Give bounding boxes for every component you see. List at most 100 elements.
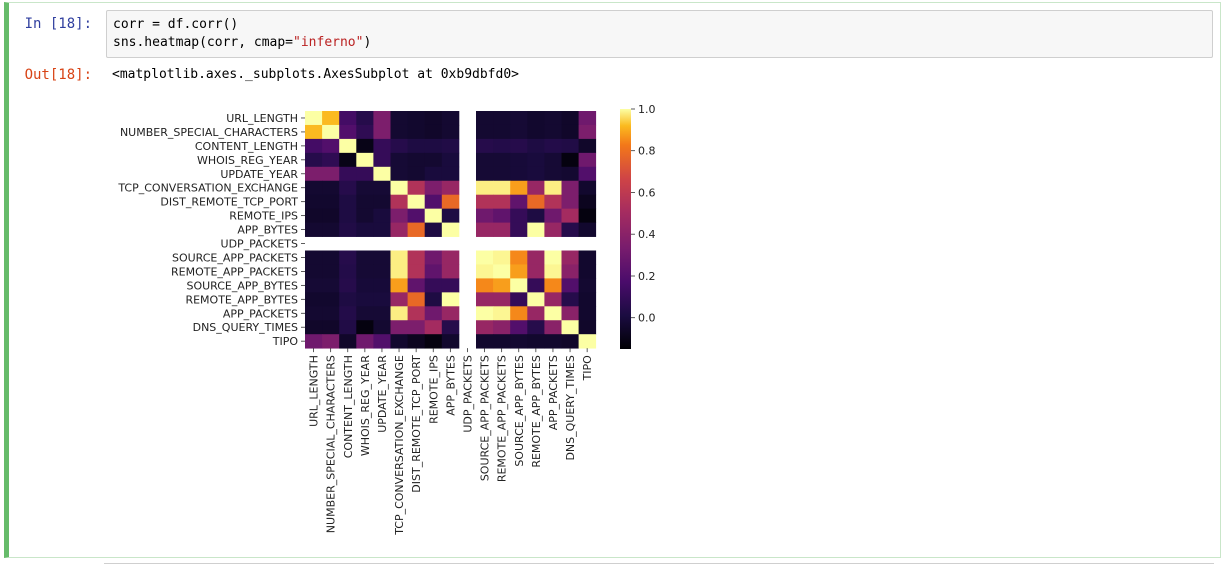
heatmap-cell bbox=[578, 278, 597, 293]
heatmap-cell bbox=[561, 334, 579, 349]
heatmap-cell bbox=[424, 194, 443, 210]
x-tick-label: NUMBER_SPECIAL_CHARACTERS bbox=[325, 355, 338, 533]
heatmap-cell bbox=[339, 292, 357, 307]
heatmap-cell bbox=[339, 111, 357, 126]
heatmap-cell bbox=[544, 111, 562, 126]
colorbar-tick-label: 0.6 bbox=[638, 187, 656, 200]
heatmap-cell bbox=[527, 138, 545, 154]
heatmap-cell bbox=[441, 334, 460, 349]
heatmap-cell bbox=[339, 222, 357, 237]
heatmap-cell bbox=[322, 152, 340, 168]
heatmap-cell bbox=[561, 166, 579, 182]
heatmap-cell bbox=[373, 222, 391, 237]
heatmap-cell bbox=[544, 138, 562, 154]
heatmap-cell bbox=[493, 166, 511, 182]
heatmap-cell bbox=[373, 124, 391, 140]
heatmap-cell bbox=[544, 320, 562, 335]
y-tick-label: TCP_CONVERSATION_EXCHANGE bbox=[117, 182, 298, 195]
x-tick-label: UDP_PACKETS bbox=[461, 355, 474, 432]
heatmap-cell bbox=[493, 124, 511, 140]
heatmap-cell bbox=[441, 194, 460, 210]
heatmap-cell bbox=[322, 334, 340, 349]
x-tick-label: REMOTE_APP_PACKETS bbox=[496, 355, 509, 482]
x-tick-label: REMOTE_APP_BYTES bbox=[530, 355, 543, 468]
y-tick-label: NUMBER_SPECIAL_CHARACTERS bbox=[120, 126, 298, 139]
heatmap-cell bbox=[339, 250, 357, 265]
heatmap-cell bbox=[578, 194, 597, 210]
input-prompt: In [18]: bbox=[24, 16, 92, 32]
heatmap-cell bbox=[476, 194, 494, 210]
heatmap-cell bbox=[510, 334, 528, 349]
heatmap-cell bbox=[476, 334, 494, 349]
heatmap-cell bbox=[493, 222, 511, 237]
heatmap-cell bbox=[476, 320, 494, 335]
heatmap-cell bbox=[578, 111, 597, 126]
heatmap-cell bbox=[322, 306, 340, 321]
heatmap-cell bbox=[424, 124, 443, 140]
heatmap-cell bbox=[390, 320, 408, 335]
heatmap-cell bbox=[527, 222, 545, 237]
heatmap-cell bbox=[305, 152, 323, 168]
heatmap-cell bbox=[373, 278, 391, 293]
heatmap-cell bbox=[544, 194, 562, 210]
heatmap-cell bbox=[510, 208, 528, 223]
heatmap-cell bbox=[390, 334, 408, 349]
heatmap-cell bbox=[544, 250, 562, 265]
y-tick-label: APP_PACKETS bbox=[223, 307, 298, 320]
heatmap-cell bbox=[544, 334, 562, 349]
heatmap-cell bbox=[305, 278, 323, 293]
heatmap-cell bbox=[561, 208, 579, 223]
heatmap-cell bbox=[493, 180, 511, 196]
heatmap-cell bbox=[305, 320, 323, 335]
heatmap-cell bbox=[578, 250, 597, 265]
y-tick-label: APP_BYTES bbox=[237, 224, 298, 237]
heatmap-cell bbox=[322, 208, 340, 223]
heatmap-cell bbox=[544, 152, 562, 168]
heatmap-cell bbox=[407, 250, 426, 265]
heatmap-cell bbox=[356, 208, 374, 223]
heatmap-cell bbox=[305, 208, 323, 223]
heatmap-cell bbox=[527, 208, 545, 223]
heatmap-cell bbox=[339, 138, 357, 154]
heatmap-cell bbox=[510, 250, 528, 265]
x-tick-label: APP_PACKETS bbox=[547, 355, 560, 430]
heatmap-cell bbox=[476, 264, 494, 279]
heatmap-cell bbox=[356, 124, 374, 140]
output-text: <matplotlib.axes._subplots.AxesSubplot a… bbox=[112, 67, 519, 82]
heatmap-cell bbox=[441, 278, 460, 293]
y-tick-label: SOURCE_APP_PACKETS bbox=[172, 252, 298, 265]
heatmap-cell bbox=[322, 278, 340, 293]
heatmap-cell bbox=[373, 334, 391, 349]
code-line-2-pre: sns.heatmap(corr, cmap= bbox=[113, 35, 294, 50]
heatmap-cell bbox=[578, 138, 597, 154]
heatmap-cell bbox=[407, 152, 426, 168]
heatmap-cell bbox=[510, 222, 528, 237]
colorbar-tick-label: 0.2 bbox=[638, 270, 656, 283]
colorbar bbox=[620, 109, 631, 349]
heatmap-cell bbox=[578, 208, 597, 223]
heatmap-cell bbox=[322, 166, 340, 182]
x-tick-label: DNS_QUERY_TIMES bbox=[564, 355, 577, 460]
heatmap-cell bbox=[527, 124, 545, 140]
heatmap-cell bbox=[510, 180, 528, 196]
heatmap-cell bbox=[510, 194, 528, 210]
heatmap-cell bbox=[322, 194, 340, 210]
heatmap-cell bbox=[322, 222, 340, 237]
heatmap-cell bbox=[544, 208, 562, 223]
y-tick-label: SOURCE_APP_BYTES bbox=[186, 279, 298, 292]
code-editor[interactable]: corr = df.corr() sns.heatmap(corr, cmap=… bbox=[106, 10, 1213, 58]
heatmap-cell bbox=[476, 222, 494, 237]
heatmap-cell bbox=[441, 306, 460, 321]
heatmap-cell bbox=[561, 180, 579, 196]
next-cell-border bbox=[104, 563, 1214, 574]
heatmap-cell bbox=[561, 292, 579, 307]
heatmap-cell bbox=[510, 292, 528, 307]
heatmap-cell bbox=[424, 111, 443, 126]
heatmap-cell bbox=[441, 166, 460, 182]
heatmap-cell bbox=[476, 250, 494, 265]
heatmap-cell bbox=[407, 306, 426, 321]
heatmap-cell bbox=[476, 292, 494, 307]
heatmap-cell bbox=[527, 111, 545, 126]
notebook-cell[interactable] bbox=[4, 2, 1221, 558]
heatmap-cell bbox=[476, 138, 494, 154]
